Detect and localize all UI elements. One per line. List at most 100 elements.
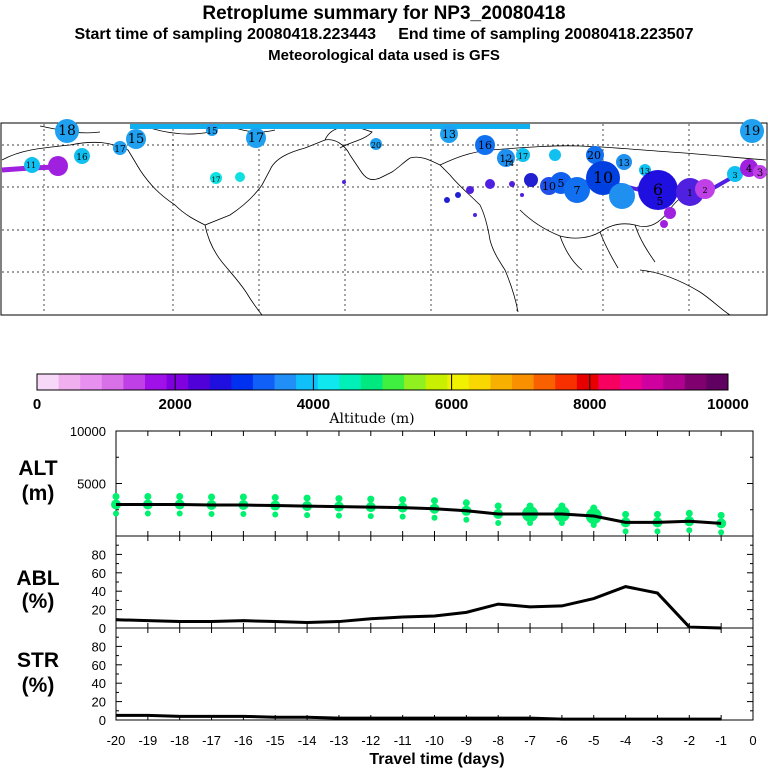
plume-circle bbox=[466, 186, 474, 194]
plume-label: 14 bbox=[504, 159, 514, 168]
colorbar-cell bbox=[706, 374, 729, 390]
plume-label: 3 bbox=[757, 168, 763, 179]
altitude-dot bbox=[271, 494, 279, 502]
colorbar-cell bbox=[447, 374, 470, 390]
colorbar-cell bbox=[166, 374, 189, 390]
altitude-dot bbox=[431, 514, 438, 521]
panel-ylabel: (%) bbox=[22, 674, 55, 697]
altitude-dot bbox=[367, 495, 375, 503]
plume-label: 11 bbox=[26, 161, 36, 170]
plume-circle bbox=[524, 173, 538, 187]
x-axis-label: Travel time (days) bbox=[369, 751, 504, 768]
x-tick-label: -5 bbox=[588, 733, 600, 748]
x-tick-label: -2 bbox=[684, 733, 696, 748]
altitude-dot bbox=[685, 509, 693, 517]
colorbar-cell bbox=[533, 374, 556, 390]
colorbar-cell bbox=[598, 374, 621, 390]
colorbar-cell bbox=[425, 374, 448, 390]
plume-circle bbox=[638, 170, 678, 210]
altitude-dot bbox=[239, 493, 247, 501]
altitude-dot bbox=[399, 496, 407, 504]
x-tick-label: -20 bbox=[107, 733, 126, 748]
altitude-dot bbox=[718, 529, 725, 536]
x-tick-label: -18 bbox=[170, 733, 189, 748]
y-tick-label: 40 bbox=[92, 676, 106, 691]
colorbar-tick-label: 4000 bbox=[297, 396, 330, 413]
sampling-times: Start time of sampling 20080418.223443 E… bbox=[0, 26, 768, 44]
plume-circle bbox=[586, 146, 604, 164]
plume-circle bbox=[664, 207, 676, 219]
altitude-dot bbox=[558, 502, 566, 510]
plume-circle bbox=[509, 181, 515, 187]
colorbar-cell bbox=[209, 374, 232, 390]
altitude-dot bbox=[431, 497, 438, 505]
time-series-panels: 100005000ALT(m)806040200ABL(%)806040200S… bbox=[16, 424, 754, 728]
colorbar-cell bbox=[360, 374, 383, 390]
altitude-dot bbox=[208, 493, 216, 501]
plume-circle bbox=[516, 148, 530, 162]
y-tick-label: 10000 bbox=[70, 424, 106, 439]
colorbar-cell bbox=[80, 374, 103, 390]
colorbar-cell bbox=[144, 374, 168, 390]
plume-circle bbox=[206, 124, 218, 136]
altitude-dot bbox=[399, 513, 406, 520]
plume-label: 1 bbox=[687, 189, 693, 199]
plume-label: 15 bbox=[206, 127, 218, 137]
plume-label: 4 bbox=[746, 164, 752, 175]
x-tick-label: -14 bbox=[298, 733, 317, 748]
colorbar-cell bbox=[296, 374, 319, 390]
plume-circle bbox=[370, 138, 382, 150]
colorbar-cell bbox=[101, 374, 124, 390]
x-tick-label: -7 bbox=[524, 733, 536, 748]
x-tick-label: -15 bbox=[266, 733, 285, 748]
colorbar-cell bbox=[252, 374, 276, 390]
colorbar-cell bbox=[490, 374, 513, 390]
x-tick-label: -4 bbox=[620, 733, 632, 748]
panel-ylabel: ABL bbox=[16, 567, 59, 590]
altitude-dot bbox=[176, 493, 184, 500]
plume-circle bbox=[55, 119, 79, 143]
plume-label: 6 bbox=[653, 180, 663, 199]
colorbar-cell bbox=[123, 374, 146, 390]
colorbar-cell bbox=[512, 374, 535, 390]
altitude-dot bbox=[144, 510, 151, 517]
altitude-dot bbox=[462, 499, 470, 507]
plume-circle bbox=[660, 220, 668, 228]
plume-label: 7 bbox=[574, 184, 581, 197]
altitude-dot bbox=[335, 512, 342, 519]
plume-markers bbox=[1, 119, 767, 228]
altitude-dot bbox=[463, 516, 470, 523]
map-grid bbox=[2, 124, 766, 314]
plume-label: 10 bbox=[593, 168, 613, 187]
plume-circle bbox=[564, 177, 590, 203]
plume-band bbox=[130, 124, 530, 129]
altitude-dot bbox=[335, 495, 343, 503]
altitude-dot bbox=[654, 528, 661, 535]
colorbar-tick-labels: 0 2000 4000 6000 8000 10000 bbox=[33, 374, 749, 413]
altitude-dot bbox=[144, 493, 152, 500]
plume-circle bbox=[113, 141, 127, 155]
plume-circle bbox=[210, 172, 222, 184]
altitude-dot bbox=[494, 502, 502, 510]
panel-frame bbox=[115, 535, 754, 629]
colorbar-tick-label: 8000 bbox=[573, 396, 606, 413]
plume-circle bbox=[485, 179, 495, 189]
start-time-label: Start time of sampling 20080418.223443 bbox=[74, 26, 377, 43]
colorbar-cell bbox=[37, 374, 60, 390]
x-tick-label: -10 bbox=[425, 733, 444, 748]
plume-label: 3 bbox=[732, 171, 737, 180]
colorbar-cell bbox=[404, 374, 427, 390]
colorbar-cell bbox=[576, 374, 599, 390]
plume-label: 2 bbox=[702, 186, 707, 195]
y-tick-label: 5000 bbox=[77, 477, 106, 492]
y-tick-label: 40 bbox=[92, 584, 106, 599]
plume-circle bbox=[740, 119, 764, 143]
x-tick-label: -6 bbox=[556, 733, 568, 748]
altitude-dot bbox=[272, 511, 279, 518]
plume-circle bbox=[455, 192, 461, 198]
plume-circle bbox=[440, 125, 458, 143]
plume-label: 15 bbox=[128, 132, 145, 147]
plume-circle bbox=[695, 179, 715, 199]
x-tick-label: -3 bbox=[652, 733, 664, 748]
